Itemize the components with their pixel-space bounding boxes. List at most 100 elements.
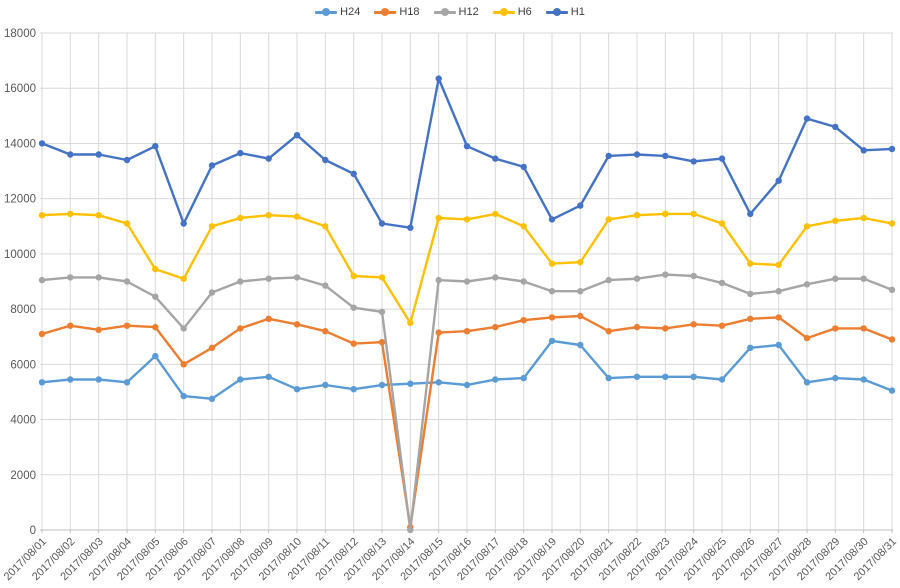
data-point-H12	[492, 274, 499, 281]
data-point-H1	[350, 170, 357, 177]
y-tick-label: 6000	[10, 359, 36, 371]
legend-line-marker-icon	[545, 7, 568, 17]
data-point-H18	[208, 344, 216, 351]
data-point-H1	[463, 143, 471, 150]
data-point-H12	[633, 275, 641, 282]
legend-label: H12	[458, 5, 479, 18]
data-point-H6	[888, 220, 896, 227]
data-point-H1	[718, 155, 726, 162]
data-point-H24	[237, 376, 244, 383]
data-point-H1	[577, 202, 584, 209]
data-point-H18	[378, 339, 386, 346]
data-point-H6	[322, 223, 329, 230]
data-point-H24	[435, 379, 442, 386]
y-tick-label: 18000	[4, 28, 36, 40]
data-point-H18	[435, 329, 442, 336]
data-point-H18	[463, 328, 471, 335]
legend-label: H18	[399, 5, 420, 18]
data-point-H24	[492, 376, 499, 383]
data-point-H1	[520, 163, 527, 171]
data-point-H24	[832, 374, 839, 382]
data-point-H6	[463, 216, 471, 223]
data-point-H6	[293, 213, 301, 220]
series-H1	[38, 75, 896, 231]
y-axis-labels: 0 2000 4000 6000 8000 10000 12000 14000 16000 180…	[4, 28, 36, 537]
data-point-H1	[662, 152, 669, 160]
legend-item-h24[interactable]: H24	[315, 6, 360, 18]
data-point-H6	[123, 220, 131, 227]
data-point-H18	[38, 330, 46, 338]
data-point-H18	[180, 361, 187, 368]
data-point-H1	[832, 123, 839, 131]
y-tick-label: 8000	[10, 304, 36, 316]
data-point-H24	[690, 373, 697, 380]
data-point-H24	[322, 381, 329, 389]
data-point-H18	[633, 323, 641, 331]
series-H24	[38, 337, 896, 402]
legend-item-h12[interactable]: H12	[433, 5, 479, 18]
data-point-H18	[237, 325, 244, 332]
data-point-H24	[293, 386, 301, 393]
data-point-H12	[378, 308, 386, 316]
data-point-H12	[152, 293, 159, 300]
data-point-H18	[95, 326, 102, 333]
legend-line-marker-icon	[315, 7, 338, 17]
data-point-H12	[832, 275, 839, 282]
data-point-H6	[95, 212, 102, 219]
data-point-H12	[123, 278, 131, 285]
data-point-H18	[123, 322, 131, 329]
data-point-H12	[577, 288, 584, 295]
data-point-H24	[520, 374, 527, 382]
data-point-H18	[265, 315, 272, 322]
data-point-H1	[378, 220, 386, 227]
legend-item-h18[interactable]: H18	[374, 5, 420, 18]
data-point-H18	[832, 325, 839, 332]
data-point-H18	[548, 314, 556, 321]
data-point-H24	[350, 386, 357, 393]
data-point-H24	[577, 341, 584, 349]
data-point-H18	[718, 322, 726, 329]
data-point-H12	[38, 276, 46, 284]
data-point-H24	[378, 381, 386, 389]
data-point-H6	[265, 212, 272, 219]
data-point-H18	[350, 340, 357, 347]
data-point-H12	[180, 325, 187, 332]
data-point-H18	[803, 334, 811, 342]
data-point-H24	[265, 373, 272, 380]
data-point-H12	[67, 274, 74, 281]
data-point-H6	[860, 214, 867, 222]
legend-item-h6[interactable]: H6	[492, 6, 532, 18]
data-point-H1	[548, 216, 556, 223]
data-point-H24	[775, 341, 782, 349]
data-point-H12	[662, 271, 669, 278]
data-point-H1	[265, 155, 272, 162]
legend: H24 H18 H12 H6 H1	[0, 3, 900, 21]
data-point-H12	[208, 289, 216, 296]
data-point-H6	[775, 261, 782, 269]
data-point-H1	[888, 145, 896, 153]
data-point-H6	[208, 223, 216, 230]
data-point-H18	[888, 336, 896, 343]
data-point-H24	[747, 344, 754, 351]
data-point-H24	[463, 381, 471, 389]
data-point-H12	[265, 275, 272, 282]
data-point-H6	[152, 265, 159, 273]
data-point-H12	[322, 282, 329, 289]
data-point-H24	[605, 374, 612, 382]
data-point-H12	[888, 286, 896, 293]
legend-item-h1[interactable]: H1	[545, 6, 585, 18]
series-H18	[38, 312, 896, 531]
data-point-H24	[208, 395, 216, 402]
data-point-H6	[407, 319, 414, 327]
data-point-H6	[690, 210, 697, 218]
data-point-H6	[747, 260, 754, 267]
data-point-H1	[322, 156, 329, 164]
data-point-H12	[690, 272, 697, 280]
data-point-H6	[520, 223, 527, 230]
data-point-H1	[237, 149, 244, 157]
data-point-H1	[67, 151, 74, 158]
x-axis-labels: 2017/08/012017/08/022017/08/032017/08/04…	[2, 536, 899, 583]
data-point-H6	[180, 275, 187, 282]
data-point-H6	[492, 210, 499, 218]
